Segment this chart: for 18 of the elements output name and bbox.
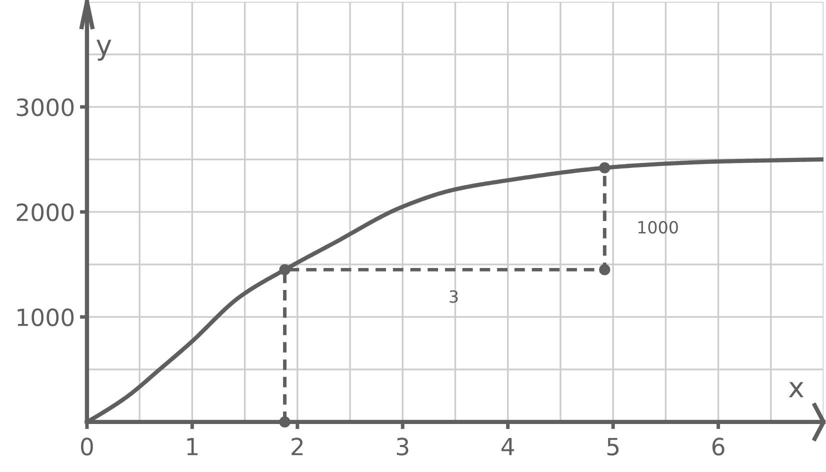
annotation: 3 [450,290,458,303]
x-axis-title: x [788,382,804,398]
y-tick-label: 1000 [18,308,74,326]
x-tick-label: 0 [81,438,93,456]
point [279,416,290,428]
y-tick-label: 3000 [16,98,74,116]
y-tick-label: 2000 [16,203,74,222]
x-tick-label: 6 [712,438,724,456]
x-tick-label: 1 [187,438,198,456]
annotation: 1000 [638,220,678,234]
x-tick-label: 2 [292,438,303,456]
point [279,264,290,276]
x-tick-label: 3 [396,438,408,456]
x-tick-label: 4 [502,438,514,456]
y-axis-title: y [96,40,112,61]
x-tick-label: 5 [607,438,619,456]
point [599,162,610,174]
point [599,264,610,276]
